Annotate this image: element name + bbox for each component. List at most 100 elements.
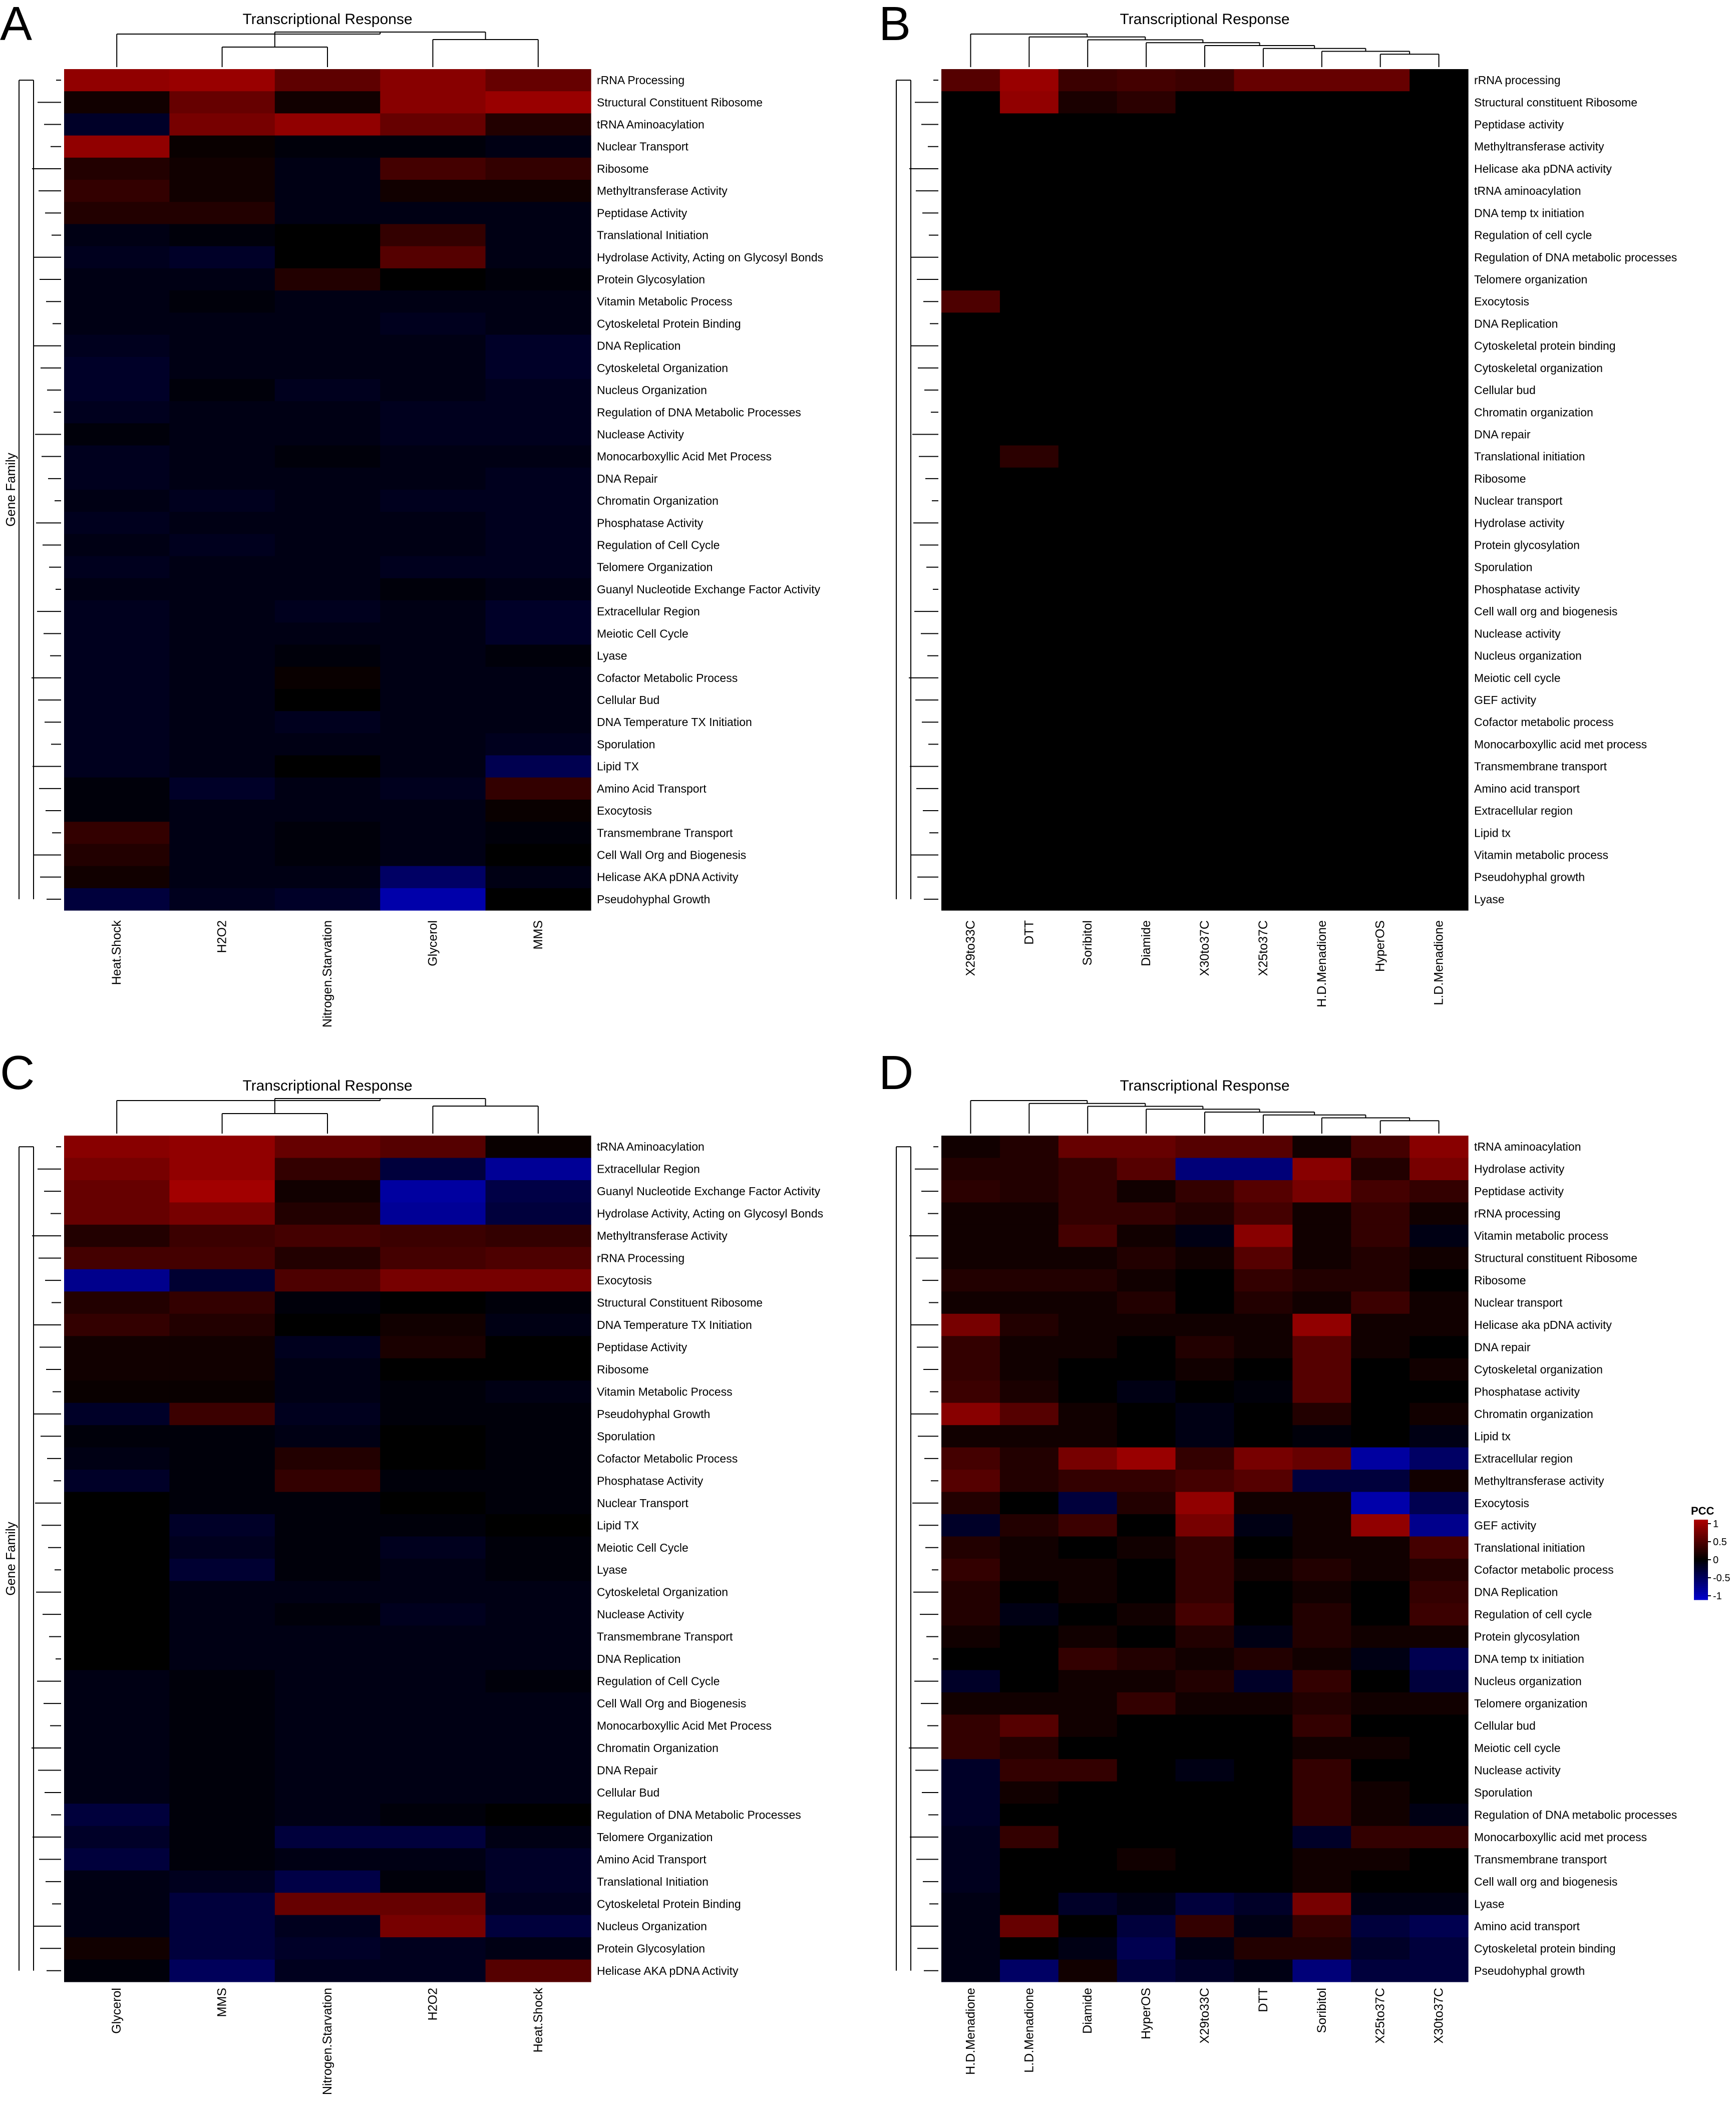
heatmap-cell <box>1234 1313 1293 1336</box>
heatmap-cell <box>169 844 275 867</box>
heatmap-cell <box>274 135 381 158</box>
heatmap-cell <box>1351 1736 1410 1759</box>
heatmap-cell <box>999 1736 1059 1759</box>
column-label: MMS <box>531 920 545 949</box>
row-label: Transmembrane Transport <box>597 1630 733 1643</box>
row-label: Transmembrane transport <box>1474 760 1607 773</box>
column-label: Heat.Shock <box>110 920 124 985</box>
row-label: Ribosome <box>1474 472 1526 485</box>
heatmap-cell <box>1410 290 1469 313</box>
heatmap-cell <box>169 224 275 247</box>
heatmap-cell <box>274 1136 381 1159</box>
heatmap-cell <box>1351 290 1410 313</box>
row-label: Cellular Bud <box>597 1786 659 1799</box>
heatmap-cell <box>380 1692 486 1715</box>
heatmap-cell <box>274 1736 381 1759</box>
heatmap-cell <box>64 711 170 734</box>
heatmap-cell <box>380 1647 486 1670</box>
heatmap-cell <box>1175 69 1235 92</box>
heatmap-cell <box>999 1447 1059 1470</box>
row-label: Ribosome <box>597 162 649 175</box>
heatmap-cell <box>941 1514 1000 1537</box>
heatmap-cell <box>485 755 591 778</box>
heatmap-cell <box>1410 1402 1469 1426</box>
heatmap-cell <box>1175 844 1235 867</box>
heatmap-cell <box>1058 1781 1118 1804</box>
heatmap-cell <box>64 401 170 424</box>
heatmap-cell <box>941 1625 1000 1648</box>
heatmap-cell <box>169 401 275 424</box>
heatmap-cell <box>1058 467 1118 490</box>
heatmap-cell <box>64 1291 170 1314</box>
heatmap-cell <box>1410 512 1469 535</box>
heatmap-cell <box>1234 1336 1293 1359</box>
heatmap-cell <box>274 1358 381 1381</box>
heatmap-cell <box>1410 1759 1469 1782</box>
heatmap-cell <box>999 1781 1059 1804</box>
heatmap-cell <box>1058 1425 1118 1448</box>
heatmap-cell <box>1117 1559 1176 1582</box>
heatmap-cell <box>380 180 486 202</box>
heatmap-cell <box>1117 512 1176 535</box>
row-label: Ribosome <box>1474 1274 1526 1287</box>
heatmap-cell <box>941 512 1000 535</box>
heatmap-cell <box>1058 1647 1118 1670</box>
heatmap-cell <box>274 1180 381 1203</box>
heatmap-cell <box>1410 1826 1469 1849</box>
heatmap-cell <box>274 334 381 358</box>
heatmap-cell <box>64 91 170 114</box>
heatmap-cell <box>1351 445 1410 468</box>
heatmap-cell <box>999 799 1059 822</box>
heatmap-cell <box>274 578 381 601</box>
heatmap-cell <box>1175 777 1235 800</box>
heatmap-cells <box>64 69 591 911</box>
row-label: Nuclease activity <box>1474 1764 1561 1777</box>
heatmap-cell <box>941 799 1000 822</box>
row-label: Helicase aka pDNA activity <box>1474 162 1612 175</box>
heatmap-cell <box>1351 1425 1410 1448</box>
heatmap-cell <box>1058 1736 1118 1759</box>
heatmap-cell <box>380 1492 486 1515</box>
heatmap-cell <box>941 490 1000 512</box>
row-label: Cytoskeletal Protein Binding <box>597 317 741 330</box>
heatmap-cell <box>1351 888 1410 911</box>
heatmap-cell <box>274 1336 381 1359</box>
row-label: Methyltransferase Activity <box>597 1229 728 1242</box>
heatmap-cell <box>274 1447 381 1470</box>
heatmap-cell <box>1058 1826 1118 1849</box>
row-label: Nuclear transport <box>1474 1296 1563 1309</box>
heatmap-cell <box>1058 1447 1118 1470</box>
heatmap-cell <box>1117 777 1176 800</box>
heatmap-cell <box>380 666 486 689</box>
heatmap-cell <box>999 334 1059 358</box>
heatmap-cell <box>1117 1291 1176 1314</box>
heatmap-cell <box>999 1759 1059 1782</box>
heatmap-cell <box>274 1269 381 1292</box>
legend-swatch <box>1694 1566 1708 1568</box>
heatmap-cell <box>999 1224 1059 1247</box>
heatmap-cell <box>1351 467 1410 490</box>
heatmap-cell <box>1234 1826 1293 1849</box>
heatmap-cell <box>1410 711 1469 734</box>
heatmap-cell <box>169 1625 275 1648</box>
heatmap-cell <box>1234 113 1293 136</box>
heatmap-cell <box>1292 1559 1351 1582</box>
column-label: X30to37C <box>1198 920 1212 976</box>
heatmap-cell <box>1058 401 1118 424</box>
row-label: tRNA Aminoacylation <box>597 1140 705 1153</box>
row-label: Pseudohyphal Growth <box>597 1407 710 1421</box>
heatmap-cell <box>1292 1848 1351 1871</box>
heatmap-cell <box>1175 644 1235 667</box>
heatmap-cell <box>380 777 486 800</box>
legend-swatch <box>1694 1564 1708 1566</box>
heatmap-cell <box>1117 578 1176 601</box>
heatmap-cell <box>1351 1692 1410 1715</box>
heatmap-cell <box>999 600 1059 623</box>
heatmap-cell <box>1234 888 1293 911</box>
row-label: Extracellular Region <box>597 1163 700 1176</box>
heatmap-cell <box>1234 711 1293 734</box>
heatmap-cell <box>380 1893 486 1916</box>
row-label: Nuclear Transport <box>597 140 688 153</box>
heatmap-cell <box>999 1380 1059 1403</box>
